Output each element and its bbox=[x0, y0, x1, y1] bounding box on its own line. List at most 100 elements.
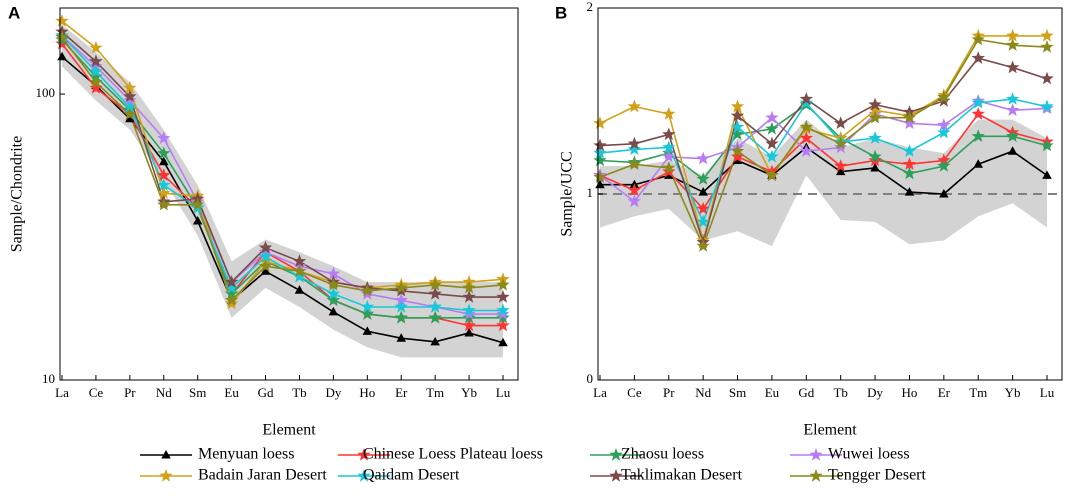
point-marker bbox=[868, 103, 882, 116]
legend-marker bbox=[609, 469, 623, 482]
point-marker bbox=[326, 286, 340, 300]
x-axis-label: Element bbox=[262, 422, 316, 439]
legend-label: Chinese Loess Plateau loess bbox=[363, 446, 543, 463]
point-marker bbox=[462, 310, 476, 324]
series-line bbox=[61, 31, 503, 298]
point-marker bbox=[834, 116, 848, 129]
point-marker bbox=[868, 153, 882, 167]
series-line bbox=[599, 98, 1048, 225]
point-marker bbox=[191, 197, 205, 211]
point-marker bbox=[799, 144, 813, 157]
x-tick-label: Ho bbox=[902, 385, 918, 400]
x-tick-label: Pr bbox=[124, 385, 136, 400]
point-marker bbox=[868, 97, 882, 111]
point-marker bbox=[394, 310, 408, 324]
x-tick-label: Lu bbox=[496, 385, 511, 400]
point-marker bbox=[292, 269, 307, 283]
point-marker bbox=[732, 155, 743, 165]
point-marker bbox=[765, 136, 779, 150]
point-marker bbox=[360, 300, 374, 313]
point-marker bbox=[730, 99, 745, 113]
point-marker bbox=[157, 178, 171, 191]
x-tick-label: Yb bbox=[461, 385, 477, 400]
x-tick-label: Sm bbox=[729, 385, 746, 400]
legend-marker bbox=[809, 448, 823, 461]
point-marker bbox=[868, 110, 882, 124]
range-band bbox=[600, 119, 1047, 247]
point-marker bbox=[1040, 28, 1054, 42]
point-marker bbox=[662, 149, 676, 163]
x-tick-label: Tm bbox=[969, 385, 987, 400]
point-marker bbox=[1006, 103, 1020, 116]
x-tick-label: Tb bbox=[292, 385, 306, 400]
point-marker bbox=[394, 280, 408, 294]
point-marker bbox=[627, 136, 641, 150]
x-tick-label: Tm bbox=[426, 385, 444, 400]
point-marker bbox=[125, 113, 135, 123]
series-line bbox=[599, 112, 1048, 211]
point-marker bbox=[1006, 60, 1020, 74]
point-marker bbox=[462, 303, 476, 317]
x-tick-label: Er bbox=[395, 385, 408, 400]
point-marker bbox=[326, 266, 340, 280]
point-marker bbox=[1006, 38, 1020, 51]
point-marker bbox=[971, 32, 985, 46]
point-marker bbox=[225, 293, 239, 306]
x-tick-label: Sm bbox=[189, 385, 206, 400]
point-marker bbox=[326, 293, 340, 306]
point-marker bbox=[89, 54, 103, 68]
y-tick-label: 1 bbox=[587, 185, 594, 200]
series-line bbox=[599, 35, 1047, 244]
point-marker bbox=[123, 89, 137, 103]
point-marker bbox=[730, 108, 745, 122]
x-tick-label: La bbox=[593, 385, 607, 400]
point-marker bbox=[1006, 129, 1020, 142]
x-tick-label: Nd bbox=[156, 385, 172, 400]
point-marker bbox=[664, 170, 674, 179]
point-marker bbox=[362, 326, 373, 335]
y-tick-label: 2 bbox=[587, 0, 594, 14]
point-marker bbox=[1006, 92, 1020, 105]
panel-label: B bbox=[555, 3, 567, 22]
point-marker bbox=[192, 215, 203, 225]
point-marker bbox=[973, 159, 983, 168]
legend-marker bbox=[159, 469, 173, 482]
point-marker bbox=[765, 149, 779, 163]
x-tick-label: Dy bbox=[867, 385, 883, 400]
x-tick-label: Lu bbox=[1040, 385, 1055, 400]
point-marker bbox=[159, 156, 169, 166]
point-marker bbox=[123, 81, 137, 94]
point-marker bbox=[89, 81, 103, 94]
y-tick-label: 10 bbox=[42, 371, 55, 386]
legend-label: Taklimakan Desert bbox=[621, 467, 743, 484]
point-marker bbox=[730, 149, 745, 163]
point-marker bbox=[157, 197, 171, 211]
point-marker bbox=[55, 30, 69, 43]
point-marker bbox=[902, 166, 917, 180]
point-marker bbox=[799, 131, 813, 144]
point-marker bbox=[937, 94, 951, 107]
legend-marker bbox=[357, 448, 371, 461]
point-marker bbox=[394, 300, 408, 313]
point-marker bbox=[662, 107, 676, 120]
point-marker bbox=[123, 93, 137, 107]
point-marker bbox=[971, 95, 985, 109]
legend-label: Qaidam Desert bbox=[363, 467, 460, 484]
x-tick-label: Ho bbox=[359, 385, 375, 400]
point-marker bbox=[834, 140, 848, 154]
x-tick-label: Ce bbox=[627, 385, 642, 400]
point-marker bbox=[428, 310, 442, 324]
legend-label: Menyuan loess bbox=[198, 446, 294, 463]
point-marker bbox=[157, 131, 171, 144]
point-marker bbox=[799, 120, 813, 133]
point-marker bbox=[396, 333, 406, 342]
point-marker bbox=[939, 189, 949, 198]
point-marker bbox=[834, 136, 848, 150]
point-marker bbox=[496, 303, 510, 317]
legend-label: Tengger Desert bbox=[828, 467, 927, 484]
point-marker bbox=[462, 318, 476, 332]
point-marker bbox=[834, 159, 848, 172]
point-marker bbox=[627, 157, 641, 170]
point-marker bbox=[627, 183, 641, 196]
